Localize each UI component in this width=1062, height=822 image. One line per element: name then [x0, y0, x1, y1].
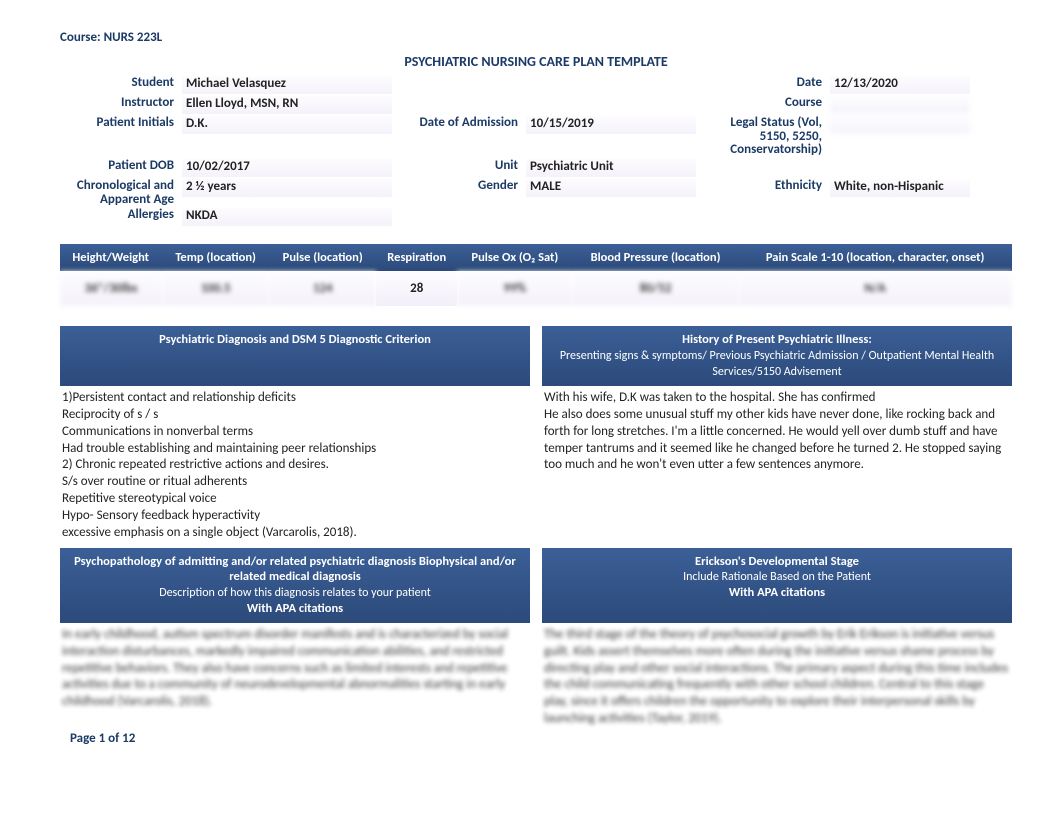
val-unit: Psychiatric Unit	[526, 159, 696, 177]
vitals-col-resp: Respiration	[376, 244, 457, 271]
s2-right-head-cite: With APA citations	[729, 585, 825, 600]
s2-left-head: Psychopathology of admitting and/or rela…	[60, 548, 530, 623]
lbl-age: Chronological and Apparent Age	[60, 179, 180, 206]
val-eth: White, non-Hispanic	[830, 179, 970, 197]
val-date: 12/13/2020	[830, 76, 970, 94]
val-dob: 10/02/2017	[182, 159, 392, 177]
lbl-legal: Legal Status (Vol, 5150, 5250, Conservat…	[698, 116, 828, 157]
vitals-col-pox: Pulse Ox (O₂ Sat)	[457, 244, 572, 271]
vitals-val-resp: 28	[376, 271, 457, 306]
section1: Psychiatric Diagnosis and DSM 5 Diagnost…	[60, 326, 1012, 548]
val-doa: 10/15/2019	[526, 116, 696, 134]
s2-left-head-sub: Description of how this diagnosis relate…	[159, 586, 431, 600]
s1-right-body: With his wife, D.K was taken to the hosp…	[542, 386, 1012, 548]
lbl-eth: Ethnicity	[698, 179, 828, 194]
vitals-col-bp: Blood Pressure (location)	[572, 244, 739, 271]
s2-right-head-sub: Include Rationale Based on the Patient	[683, 570, 871, 584]
lbl-unit: Unit	[394, 159, 524, 174]
val-student: Michael Velasquez	[182, 76, 392, 94]
s1-left-body: 1)Persistent contact and relationship de…	[60, 386, 530, 548]
lbl-allergies: Allergies	[60, 208, 180, 223]
lbl-dob: Patient DOB	[60, 159, 180, 174]
vitals-val-hw: 36"/30lbs	[60, 271, 162, 306]
vitals-col-hw: Height/Weight	[60, 244, 162, 271]
lbl-student: Student	[60, 76, 180, 91]
vitals-col-pulse: Pulse (location)	[269, 244, 376, 271]
lbl-pinit: Patient Initials	[60, 116, 180, 131]
val-instructor: Ellen Lloyd, MSN, RN	[182, 96, 392, 114]
vitals-col-temp: Temp (location)	[162, 244, 269, 271]
s2-right-body: The third stage of the theory of psychos…	[542, 623, 1012, 734]
val-legal	[830, 116, 970, 134]
s2-right-head: Erickson's Developmental Stage Include R…	[542, 548, 1012, 623]
val-gender: MALE	[526, 179, 696, 197]
lbl-course: Course	[698, 96, 828, 111]
s1-right-head-sub: Presenting signs & symptoms/ Previous Ps…	[560, 349, 994, 379]
section2: Psychopathology of admitting and/or rela…	[60, 548, 1012, 734]
val-pinit: D.K.	[182, 116, 392, 134]
vitals-val-temp: 100.5	[162, 271, 269, 306]
course-line: Course: NURS 223L	[60, 30, 1012, 45]
template-title: PSYCHIATRIC NURSING CARE PLAN TEMPLATE	[60, 53, 1012, 70]
vitals-val-pox: 99%	[457, 271, 572, 306]
s2-left-head-title: Psychopathology of admitting and/or rela…	[74, 554, 516, 585]
s1-right-head: History of Present Psychiatric Illness: …	[542, 326, 1012, 386]
lbl-instructor: Instructor	[60, 96, 180, 111]
s1-left-head: Psychiatric Diagnosis and DSM 5 Diagnost…	[60, 326, 530, 386]
val-age: 2 ½ years	[182, 179, 392, 197]
vitals-val-pulse: 124	[269, 271, 376, 306]
val-allergies: NKDA	[182, 208, 392, 226]
vitals-table: Height/Weight Temp (location) Pulse (loc…	[60, 244, 1012, 306]
s2-left-body: In early childhood, autism spectrum diso…	[60, 623, 530, 734]
lbl-gender: Gender	[394, 179, 524, 194]
page-number: Page 1 of 12	[70, 731, 135, 746]
vitals-val-pain: N/A	[739, 271, 1012, 306]
s1-right-head-title: History of Present Psychiatric Illness:	[682, 332, 872, 347]
s2-left-head-cite: With APA citations	[247, 601, 343, 616]
lbl-doa: Date of Admission	[394, 116, 524, 131]
vitals-col-pain: Pain Scale 1-10 (location, character, on…	[739, 244, 1012, 271]
lbl-date: Date	[698, 76, 828, 91]
vitals-val-bp: 80/52	[572, 271, 739, 306]
header-grid: Student Michael Velasquez Date 12/13/202…	[60, 76, 1012, 226]
val-course	[830, 96, 970, 114]
s2-right-head-title: Erickson's Developmental Stage	[695, 554, 859, 569]
